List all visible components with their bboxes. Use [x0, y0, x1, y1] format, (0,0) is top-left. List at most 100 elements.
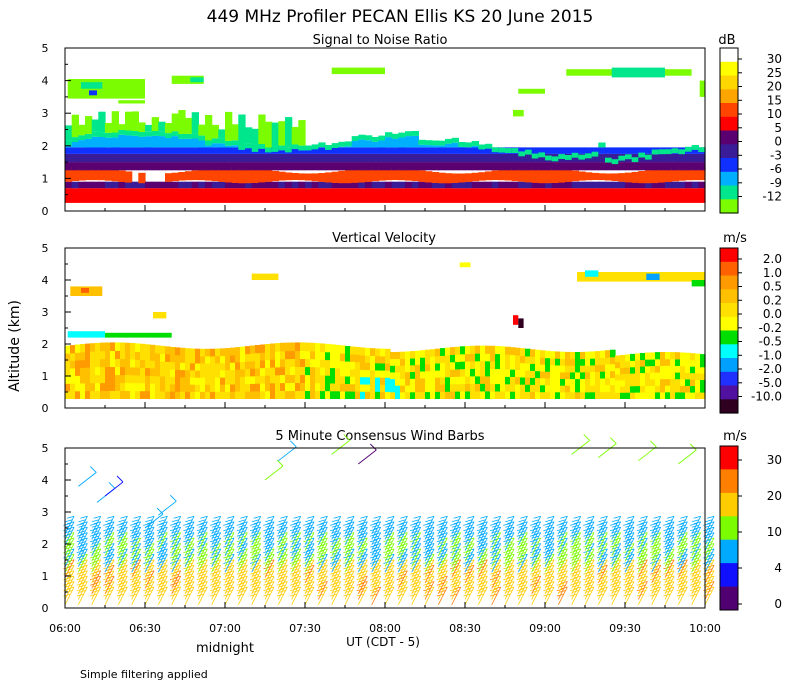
wind-barb [277, 559, 288, 578]
wind-barb [160, 515, 168, 519]
vv-heatmap-cell [280, 374, 286, 384]
snr-heatmap-cell [478, 162, 486, 171]
wind-barb [411, 575, 422, 595]
vv-heatmap-cell [355, 369, 361, 377]
vv-heatmap-cell [325, 343, 331, 353]
snr-heatmap-cell [451, 153, 459, 163]
wind-barb [691, 543, 702, 562]
snr-heatmap-cell [311, 147, 319, 154]
wind-barb [251, 581, 262, 600]
vv-heatmap-cell [70, 345, 76, 354]
vv-heatmap-cell [190, 369, 196, 378]
vv-heatmap-cell [680, 359, 686, 367]
wind-barb [384, 548, 395, 567]
wind-barb [597, 554, 608, 573]
snr-heatmap-cell [271, 153, 279, 163]
wind-barb [597, 565, 608, 584]
wind-barb [611, 554, 622, 573]
snr-heatmap-cell [658, 149, 666, 155]
snr-heatmap-cell [545, 188, 553, 203]
vv-heatmap-cell [435, 377, 441, 385]
snr-heatmap-cell [571, 152, 579, 158]
snr-heatmap-cell [465, 147, 473, 154]
snr-heatmap-cell [225, 188, 233, 203]
snr-heatmap-cell [171, 153, 179, 163]
snr-heatmap-cell [291, 181, 299, 189]
wind-barb [89, 523, 98, 526]
wind-barb [491, 516, 502, 535]
vv-heatmap-cell [80, 351, 86, 361]
snr-heatmap-cell [305, 145, 313, 151]
wind-barb [517, 586, 528, 605]
vv-heatmap-cell [580, 391, 586, 399]
snr-heatmap-cell [191, 162, 199, 171]
snr-heatmap-cell [418, 162, 426, 171]
snr-heatmap-cell [365, 188, 373, 203]
wind-barb [704, 548, 715, 567]
wind-barb [569, 523, 578, 526]
vv-heatmap-cell [425, 349, 431, 358]
snr-heatmap-cell [111, 181, 119, 189]
snr-heatmap-cell [451, 181, 459, 189]
wind-barb [664, 575, 675, 595]
wind-barb [117, 554, 128, 573]
wind-barb [211, 519, 220, 523]
wind-barb [224, 559, 235, 578]
vv-heatmap-cell [580, 365, 586, 373]
snr-heatmap-cell [651, 153, 659, 163]
wind-barb [131, 570, 142, 589]
wind-barb [331, 586, 342, 605]
wind-barb [171, 548, 182, 567]
vv-heatmap-cell [440, 391, 446, 399]
snr-heatmap-cell [411, 162, 419, 171]
wind-barb [677, 548, 688, 567]
snr-heatmap-cell [238, 153, 246, 163]
snr-heatmap-cell [145, 162, 153, 171]
vv-heatmap-cell [245, 353, 251, 362]
vv-heatmap-cell [490, 368, 496, 377]
vv-heatmap-cell [240, 361, 246, 370]
wind-barb [144, 513, 164, 529]
snr-heatmap-cell [458, 153, 466, 163]
wind-barb [653, 515, 661, 519]
wind-barb [264, 465, 284, 481]
vv-heatmap-cell [395, 358, 401, 366]
wind-barb [423, 523, 431, 526]
wind-barb [464, 543, 475, 562]
vv-heatmap-cell [450, 369, 456, 377]
snr-heatmap-cell [445, 173, 453, 184]
vv-heatmap-cell [65, 390, 71, 399]
vv-heatmap-cell [440, 369, 446, 378]
snr-heatmap-cell [425, 147, 433, 154]
vv-heatmap-cell [260, 375, 266, 384]
snr-heatmap-cell [545, 181, 553, 189]
snr-heatmap-cell [291, 147, 299, 154]
vv-heatmap-cell [145, 367, 151, 376]
wind-barb [91, 532, 102, 551]
vv-heatmap-cell [195, 384, 201, 392]
vv-heatmap-cell [330, 344, 336, 353]
vv-heatmap-cell [550, 351, 556, 359]
vv-heatmap-cell [150, 367, 156, 377]
wind-barb [251, 565, 262, 584]
wind-barb [357, 570, 368, 589]
wind-barb [571, 543, 582, 562]
wind-barb [597, 532, 608, 551]
wind-barb [584, 575, 595, 595]
snr-heatmap-cell [298, 173, 306, 181]
snr-heatmap-cell [445, 162, 453, 171]
snr-heatmap-cell [631, 157, 639, 163]
snr-heatmap-cell [398, 147, 406, 154]
vv-heatmap-cell [630, 353, 636, 361]
colorbar-swatch [720, 358, 738, 373]
vv-heatmap-cell [340, 383, 346, 392]
wind-barb [157, 570, 168, 589]
vv-heatmap-cell [565, 385, 571, 393]
wind-barb [184, 521, 195, 540]
snr-heatmap-cell [238, 145, 246, 150]
snr-heatmap-cell [118, 134, 126, 148]
vv-heatmap-cell [155, 345, 161, 354]
snr-heatmap-cell [225, 147, 233, 154]
vv-heatmap-cell [320, 374, 326, 384]
